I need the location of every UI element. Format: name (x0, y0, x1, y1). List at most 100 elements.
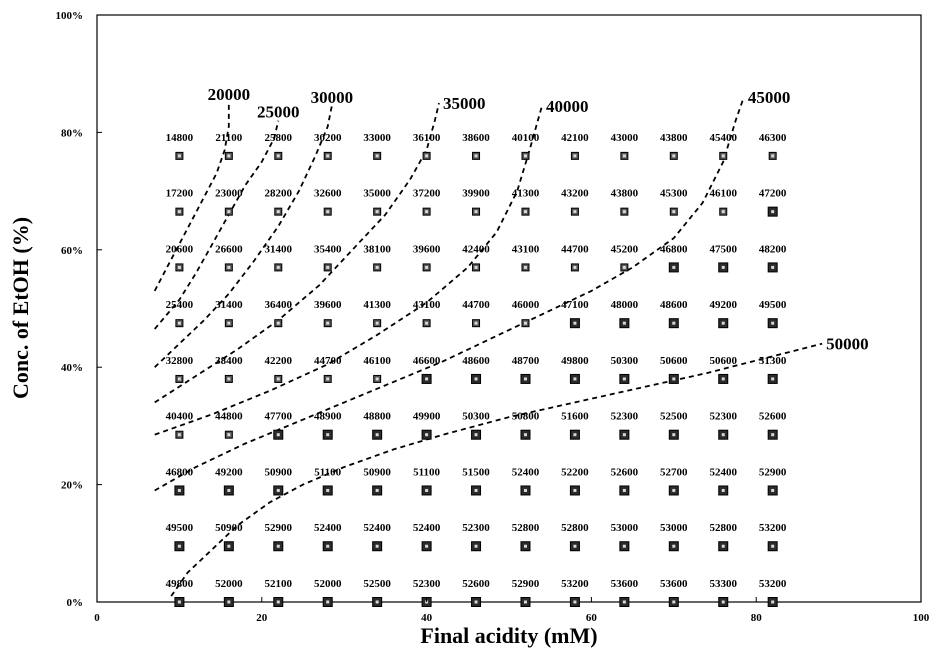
cell-marker-center (523, 544, 527, 548)
x-tick-label: 80 (751, 612, 763, 624)
cell-value-label: 35400 (314, 243, 342, 255)
cell-marker-center (326, 377, 330, 381)
cell-marker-center (227, 544, 231, 548)
cell-marker-center (721, 600, 725, 604)
cell-marker-center (375, 433, 379, 437)
cell-value-label: 53300 (709, 578, 737, 590)
cell-value-label: 38100 (363, 243, 391, 255)
cell-marker-center (721, 544, 725, 548)
cell-value-label: 48000 (611, 299, 639, 311)
cell-marker-center (622, 154, 626, 158)
cell-value-label: 53200 (759, 522, 787, 534)
cell-value-label: 49500 (759, 299, 787, 311)
cell-marker-center (523, 210, 527, 214)
cell-value-label: 52600 (611, 466, 639, 478)
cell-value-label: 41300 (512, 188, 540, 200)
cell-marker-center (573, 600, 577, 604)
cell-value-label: 43100 (413, 299, 441, 311)
cell-value-label: 52000 (215, 578, 243, 590)
cell-value-label: 50300 (462, 411, 490, 423)
cell-marker-center (672, 377, 676, 381)
y-tick-label: 100% (56, 10, 84, 22)
contour-labels: 20000 25000 30000 35000 40000 45000 50000 (208, 85, 869, 354)
cell-marker-center (227, 154, 231, 158)
cell-marker-center (474, 265, 478, 269)
cell-marker-center (721, 154, 725, 158)
cell-marker-center (573, 321, 577, 325)
cell-marker-center (425, 321, 429, 325)
cell-value-label: 52900 (759, 466, 787, 478)
cell-value-label: 35000 (363, 188, 391, 200)
y-tick-label: 40% (61, 362, 83, 374)
cell-marker-center (771, 377, 775, 381)
cell-value-label: 53000 (611, 522, 639, 534)
cell-value-label: 39600 (314, 299, 342, 311)
x-tick-label: 40 (421, 612, 433, 624)
cell-value-label: 43800 (660, 132, 688, 144)
cell-value-label: 48700 (512, 355, 540, 367)
cell-marker-center (227, 433, 231, 437)
cell-value-label: 43800 (611, 188, 639, 200)
cell-marker-center (721, 488, 725, 492)
cell-value-label: 32600 (314, 188, 342, 200)
cell-marker-center (573, 154, 577, 158)
cell-marker-center (276, 544, 280, 548)
cell-marker-center (276, 377, 280, 381)
cell-marker-center (622, 265, 626, 269)
cell-value-label: 30200 (314, 132, 342, 144)
cell-marker-center (326, 433, 330, 437)
cell-value-label: 44700 (314, 355, 342, 367)
cell-value-label: 46100 (363, 355, 391, 367)
cell-marker-center (771, 210, 775, 214)
cell-value-label: 52400 (363, 522, 391, 534)
cell-marker-center (474, 377, 478, 381)
cell-value-label: 39600 (413, 243, 441, 255)
cell-value-label: 41300 (363, 299, 391, 311)
cell-value-label: 47200 (759, 188, 787, 200)
cell-value-label: 31400 (215, 299, 243, 311)
cell-marker-center (672, 433, 676, 437)
cell-value-label: 53600 (660, 578, 688, 590)
cell-value-label: 50900 (363, 466, 391, 478)
cell-value-label: 36400 (265, 299, 293, 311)
cell-marker-center (276, 154, 280, 158)
cell-value-label: 21100 (215, 132, 242, 144)
cell-marker-center (177, 154, 181, 158)
cell-marker-center (622, 544, 626, 548)
cell-value-label: 51300 (759, 355, 787, 367)
cell-value-label: 46300 (759, 132, 787, 144)
cell-value-label: 52900 (512, 578, 540, 590)
cell-value-label: 50600 (709, 355, 737, 367)
cell-marker-center (326, 544, 330, 548)
cell-marker-center (375, 600, 379, 604)
cell-value-label: 52400 (314, 522, 342, 534)
cell-value-label: 42100 (561, 132, 589, 144)
cell-value-label: 17200 (166, 188, 194, 200)
cell-value-label: 53000 (660, 522, 688, 534)
cell-value-label: 50900 (215, 522, 243, 534)
cell-value-label: 28200 (265, 188, 293, 200)
cell-value-label: 51600 (561, 411, 589, 423)
cell-value-label: 45200 (611, 243, 639, 255)
cell-value-label: 48200 (759, 243, 787, 255)
cell-marker-center (672, 600, 676, 604)
cell-value-label: 42400 (462, 243, 490, 255)
cell-marker-center (474, 433, 478, 437)
cell-value-label: 43000 (611, 132, 639, 144)
cell-marker-center (474, 154, 478, 158)
cell-marker-center (474, 210, 478, 214)
contour-line-35000 (154, 102, 440, 404)
cell-marker-center (771, 600, 775, 604)
contour-line-45000 (154, 96, 745, 492)
cell-marker-center (177, 433, 181, 437)
cell-marker-center (474, 321, 478, 325)
x-axis: 0 20 40 60 80 100 (94, 597, 930, 624)
cell-value-label: 52400 (413, 522, 441, 534)
plot-frame (96, 14, 922, 603)
cell-marker-center (425, 210, 429, 214)
cell-marker-center (672, 265, 676, 269)
cell-value-label: 36100 (413, 132, 441, 144)
cell-marker-center (375, 154, 379, 158)
cell-marker-center (276, 433, 280, 437)
cell-value-label: 20600 (166, 243, 194, 255)
